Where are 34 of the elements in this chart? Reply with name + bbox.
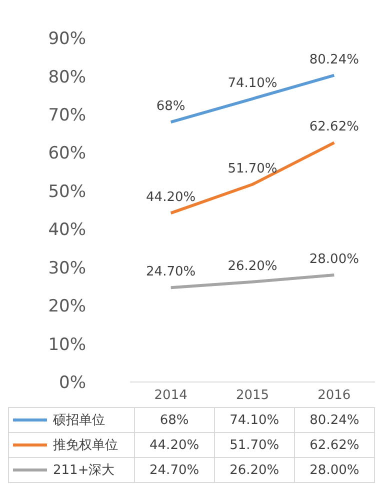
data-label: 24.70% bbox=[134, 458, 214, 482]
legend-label: 211+深大 bbox=[8, 458, 134, 482]
text: 24.70% bbox=[146, 264, 196, 280]
y-tick-label: 50% bbox=[48, 182, 86, 202]
text: 44.20% bbox=[146, 190, 196, 206]
text: 74.10% bbox=[228, 76, 278, 91]
y-tick-label: 90% bbox=[48, 29, 86, 50]
legend-label: 推免权单位 bbox=[8, 432, 134, 458]
x-tick-label: 2016 bbox=[318, 388, 351, 404]
text: 26.20% bbox=[228, 258, 278, 274]
legend-label: 硕招单位 bbox=[8, 408, 134, 432]
y-tick-label: 80% bbox=[48, 67, 86, 88]
x-tick-label: 2015 bbox=[236, 388, 270, 404]
x-tick-label: 2014 bbox=[154, 388, 188, 404]
data-label: 28.00% bbox=[294, 458, 374, 482]
y-tick-label: 0% bbox=[59, 373, 86, 394]
data-label: 44.20% bbox=[134, 432, 214, 458]
y-tick-label: 70% bbox=[48, 105, 86, 126]
text: 80.24% bbox=[309, 52, 359, 68]
text: 28.00% bbox=[309, 252, 359, 267]
y-tick-label: 30% bbox=[48, 258, 86, 278]
data-label: 80.24% bbox=[294, 408, 374, 432]
data-label: 62.62% bbox=[294, 432, 374, 458]
y-tick-label: 20% bbox=[48, 296, 86, 317]
text: 68% bbox=[156, 99, 186, 114]
text: 62.62% bbox=[309, 120, 359, 135]
y-tick-label: 40% bbox=[48, 220, 86, 240]
y-tick-label: 10% bbox=[48, 334, 86, 355]
data-label: 26.20% bbox=[214, 458, 294, 482]
data-label: 68% bbox=[134, 408, 214, 432]
text: 51.70% bbox=[228, 161, 278, 176]
data-label: 51.70% bbox=[214, 432, 294, 458]
data-label: 74.10% bbox=[214, 408, 294, 432]
y-tick-label: 60% bbox=[48, 144, 86, 164]
